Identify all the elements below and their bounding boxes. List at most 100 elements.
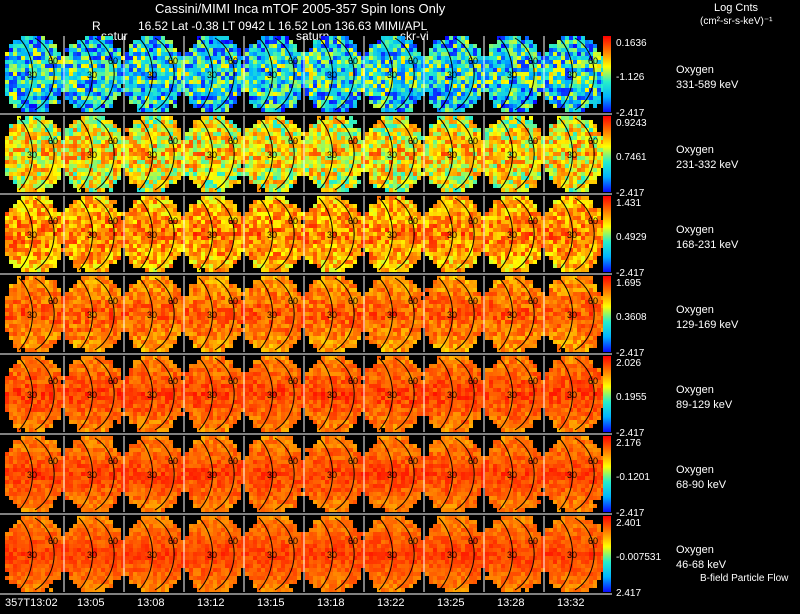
heatmap-cell — [309, 156, 313, 160]
heatmap-cell — [465, 184, 469, 188]
heatmap-cell — [153, 104, 157, 108]
heatmap-cell — [309, 68, 313, 72]
heatmap-cell — [529, 40, 533, 44]
heatmap-cell — [325, 80, 329, 84]
heatmap-cell — [461, 156, 465, 160]
heatmap-cell — [505, 64, 509, 68]
heatmap-cell — [261, 92, 265, 96]
heatmap-cell — [377, 52, 381, 56]
heatmap-cell — [109, 120, 113, 124]
heatmap-cell — [145, 164, 149, 168]
heatmap-cell — [413, 96, 417, 100]
heatmap-cell — [237, 68, 241, 72]
heatmap-cell — [53, 172, 57, 176]
heatmap-cell — [249, 64, 253, 68]
heatmap-cell — [513, 56, 517, 60]
heatmap-cell — [9, 68, 13, 72]
heatmap-cell — [217, 180, 221, 184]
heatmap-cell — [281, 68, 285, 72]
heatmap-cell — [253, 160, 257, 164]
heatmap-cell — [297, 128, 301, 132]
heatmap-cell — [561, 140, 565, 144]
heatmap-cell — [381, 68, 385, 72]
heatmap-cell — [201, 76, 205, 80]
heatmap-cell — [569, 188, 573, 192]
heatmap-cell — [337, 168, 341, 172]
heatmap-cell — [549, 52, 553, 56]
heatmap-cell — [557, 60, 561, 64]
heatmap-cell — [249, 84, 253, 88]
heatmap-cell — [329, 124, 333, 128]
heatmap-cell — [317, 160, 321, 164]
heatmap-cell — [197, 120, 201, 124]
heatmap-cell — [173, 72, 177, 76]
heatmap-cell — [537, 164, 541, 168]
heatmap-cell — [381, 116, 385, 120]
heatmap-cell — [581, 148, 585, 152]
heatmap-cell — [145, 188, 149, 192]
heatmap-cell — [257, 80, 261, 84]
heatmap-cell — [269, 40, 273, 44]
heatmap-cell — [465, 76, 469, 80]
heatmap-cell — [381, 176, 385, 180]
heatmap-cell — [257, 92, 261, 96]
heatmap-cell — [377, 152, 381, 156]
heatmap-cell — [229, 176, 233, 180]
heatmap-cell — [189, 168, 193, 172]
heatmap-cell — [293, 72, 297, 76]
heatmap-cell — [457, 48, 461, 52]
heatmap-cell — [433, 68, 437, 72]
heatmap-cell — [257, 60, 261, 64]
heatmap-cell — [297, 168, 301, 172]
heatmap-cell — [261, 136, 265, 140]
heatmap-cell — [9, 52, 13, 56]
heatmap-cell — [513, 128, 517, 132]
heatmap-cell — [101, 188, 105, 192]
heatmap-cell — [197, 168, 201, 172]
heatmap-cell — [377, 140, 381, 144]
heatmap-cell — [425, 64, 429, 68]
heatmap-cell — [45, 164, 49, 168]
heatmap-cell — [205, 160, 209, 164]
heatmap-cell — [289, 120, 293, 124]
heatmap-cell — [89, 40, 93, 44]
heatmap-cell — [69, 136, 73, 140]
heatmap-cell — [597, 100, 601, 104]
heatmap-cell — [33, 60, 37, 64]
heatmap-cell — [385, 84, 389, 88]
heatmap-cell — [505, 84, 509, 88]
heatmap-cell — [473, 124, 477, 128]
heatmap-cell — [13, 48, 17, 52]
heatmap-cell — [433, 92, 437, 96]
heatmap-cell — [257, 84, 261, 88]
heatmap-cell — [393, 56, 397, 60]
heatmap-cell — [521, 152, 525, 156]
heatmap-cell — [261, 160, 265, 164]
heatmap-cell — [457, 124, 461, 128]
heatmap-cell — [165, 184, 169, 188]
heatmap-cell — [233, 72, 237, 76]
heatmap-cell — [245, 48, 249, 52]
heatmap-cell — [185, 76, 189, 80]
heatmap-cell — [161, 160, 165, 164]
heatmap-cell — [309, 148, 313, 152]
heatmap-cell — [137, 44, 141, 48]
heatmap-cell — [341, 176, 345, 180]
heatmap-cell — [433, 124, 437, 128]
heatmap-cell — [145, 160, 149, 164]
heatmap-cell — [517, 96, 521, 100]
heatmap-cell — [145, 64, 149, 68]
heatmap-cell — [461, 160, 465, 164]
heatmap-cell — [85, 60, 89, 64]
heatmap-cell — [485, 64, 489, 68]
heatmap-cell — [65, 140, 69, 144]
heatmap-cell — [133, 160, 137, 164]
heatmap-cell — [369, 132, 373, 136]
heatmap-cell — [33, 136, 37, 140]
heatmap-cell — [457, 60, 461, 64]
heatmap-cell — [397, 128, 401, 132]
heatmap-cell — [97, 164, 101, 168]
heatmap-cell — [341, 96, 345, 100]
heatmap-cell — [369, 60, 373, 64]
heatmap-cell — [581, 76, 585, 80]
